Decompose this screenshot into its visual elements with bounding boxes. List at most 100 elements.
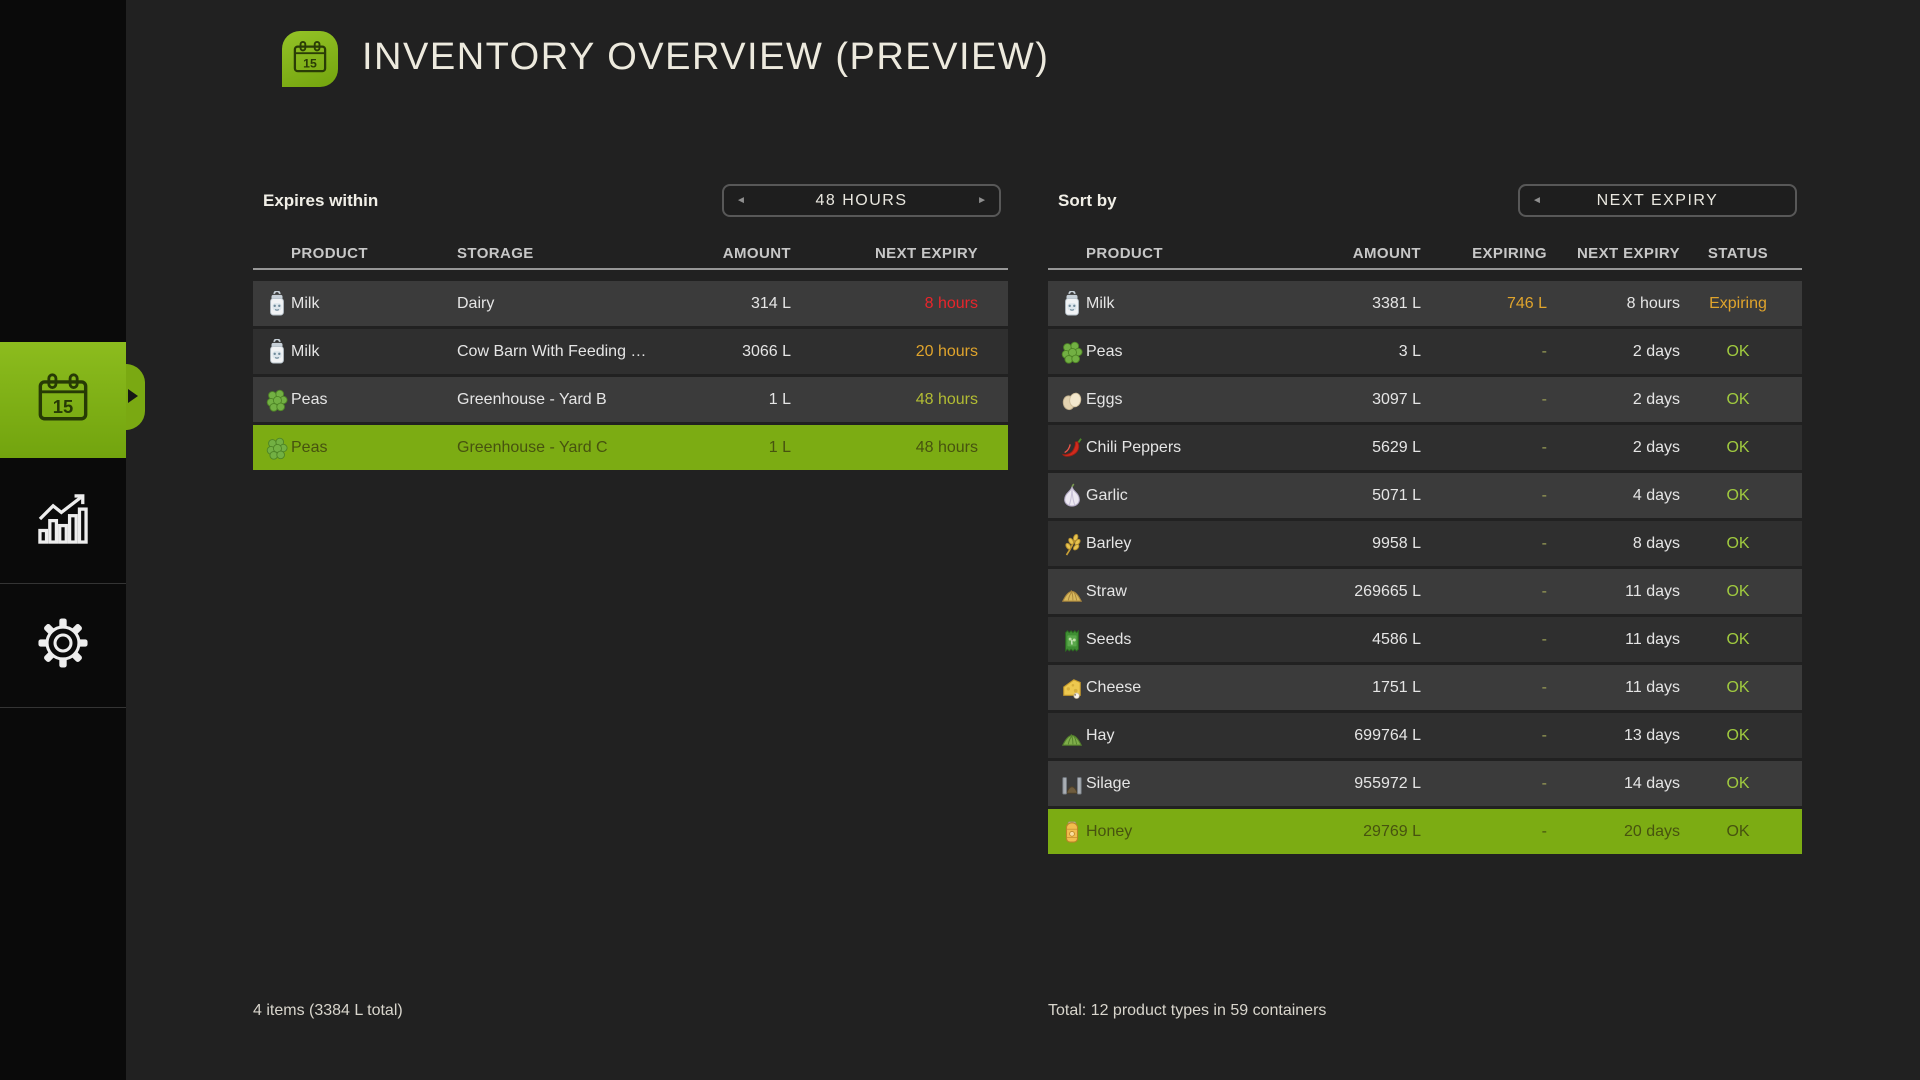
expiring-cell: -: [1541, 582, 1547, 600]
milk-icon: [263, 290, 291, 317]
storage-cell: Greenhouse - Yard C: [457, 438, 608, 456]
table-row[interactable]: Peas Greenhouse - Yard C 1 L 48 hours: [253, 425, 1008, 470]
eggs-icon: [1058, 387, 1086, 413]
product-cell: Peas: [291, 390, 328, 408]
status-badge: OK: [1726, 726, 1750, 744]
table-body: Milk Dairy 314 L 8 hours Milk Cow Barn With F…: [253, 281, 1008, 470]
next-expiry-cell: 8 hours: [924, 294, 978, 312]
product-cell: Peas: [291, 438, 328, 456]
status-badge: OK: [1726, 438, 1750, 456]
expiring-cell: -: [1541, 342, 1547, 360]
peas-icon: [1058, 339, 1086, 365]
honey-icon: [1058, 819, 1086, 845]
storage-cell: Dairy: [457, 294, 495, 312]
bar-chart-icon: [35, 491, 91, 552]
next-expiry-cell: 11 days: [1625, 630, 1680, 648]
amount-cell: 3 L: [1398, 342, 1421, 360]
expiring-cell: -: [1541, 726, 1547, 744]
table-row[interactable]: Barley 9958 L - 8 days OK: [1048, 521, 1802, 566]
table-row[interactable]: Garlic 5071 L - 4 days OK: [1048, 473, 1802, 518]
amount-cell: 29769 L: [1363, 822, 1421, 840]
table-row[interactable]: Seeds 4586 L - 11 days OK: [1048, 617, 1802, 662]
left-table-summary: 4 items (3384 L total): [253, 1002, 403, 1019]
expiring-cell: -: [1541, 390, 1547, 408]
expiring-cell: -: [1541, 534, 1547, 552]
calendar-15-icon: 15: [292, 40, 328, 79]
amount-cell: 699764 L: [1354, 726, 1421, 744]
next-expiry-cell: 20 hours: [915, 342, 978, 360]
expiring-cell: -: [1541, 678, 1547, 696]
prev-arrow-button[interactable]: ◄: [736, 195, 746, 206]
active-tab-arrow-icon: [128, 389, 138, 403]
sort-by-selector[interactable]: ◄ NEXT EXPIRY: [1518, 184, 1797, 217]
column-header: AMOUNT: [1352, 244, 1421, 262]
expiring-cell: 746 L: [1506, 294, 1547, 312]
table-row[interactable]: Eggs 3097 L - 2 days OK: [1048, 377, 1802, 422]
header-divider: [1048, 268, 1802, 270]
right-table-summary: Total: 12 product types in 59 containers: [1048, 1002, 1327, 1019]
column-header: NEXT EXPIRY: [874, 244, 978, 262]
expiring-cell: -: [1541, 486, 1547, 504]
expiring-cell: -: [1541, 438, 1547, 456]
next-expiry-cell: 2 days: [1632, 342, 1680, 360]
status-badge: OK: [1726, 678, 1750, 696]
column-header: NEXT EXPIRY: [1576, 244, 1680, 262]
table-row[interactable]: Milk Cow Barn With Feeding Ro... 3066 L 20 …: [253, 329, 1008, 374]
header-divider: [253, 268, 1008, 270]
next-expiry-cell: 8 hours: [1626, 294, 1680, 312]
chili-icon: [1058, 435, 1086, 461]
amount-cell: 1 L: [768, 390, 791, 408]
amount-cell: 3381 L: [1372, 294, 1421, 312]
status-badge: OK: [1726, 822, 1750, 840]
table-row[interactable]: Silage 955972 L - 14 days OK: [1048, 761, 1802, 806]
table-row[interactable]: Chili Peppers 5629 L - 2 days OK: [1048, 425, 1802, 470]
column-header: AMOUNT: [722, 244, 791, 262]
expiring-cell: -: [1541, 774, 1547, 792]
table-row[interactable]: Peas 3 L - 2 days OK: [1048, 329, 1802, 374]
page-title: INVENTORY OVERVIEW (PREVIEW): [362, 36, 1050, 78]
svg-text:15: 15: [53, 396, 73, 417]
status-badge: OK: [1726, 774, 1750, 792]
product-cell: Eggs: [1086, 390, 1123, 408]
table-row[interactable]: Straw 269665 L - 11 days OK: [1048, 569, 1802, 614]
next-expiry-cell: 48 hours: [915, 438, 978, 456]
cheese-icon: [1058, 675, 1086, 701]
column-header: PRODUCT: [1086, 244, 1163, 262]
table-row[interactable]: Milk Dairy 314 L 8 hours: [253, 281, 1008, 326]
straw-icon: [1058, 579, 1086, 605]
storage-cell: Cow Barn With Feeding Ro...: [457, 342, 657, 360]
amount-cell: 269665 L: [1354, 582, 1421, 600]
prev-arrow-button[interactable]: ◄: [1532, 195, 1542, 206]
next-expiry-cell: 4 days: [1632, 486, 1680, 504]
sidebar-item-settings[interactable]: [0, 583, 126, 707]
product-cell: Barley: [1086, 534, 1132, 552]
peas-icon: [263, 435, 291, 461]
calendar-15-icon: 15: [36, 372, 90, 428]
amount-cell: 5071 L: [1372, 486, 1421, 504]
next-arrow-button[interactable]: ►: [977, 195, 987, 206]
amount-cell: 3097 L: [1372, 390, 1421, 408]
table-row[interactable]: Cheese 1751 L - 11 days OK: [1048, 665, 1802, 710]
table-row[interactable]: Honey 29769 L - 20 days OK: [1048, 809, 1802, 854]
expiring-cell: -: [1541, 822, 1547, 840]
next-expiry-cell: 2 days: [1632, 438, 1680, 456]
column-header: EXPIRING: [1472, 244, 1547, 262]
seeds-icon: [1058, 627, 1086, 653]
product-cell: Silage: [1086, 774, 1131, 792]
expires-within-label: Expires within: [263, 191, 379, 210]
garlic-icon: [1058, 483, 1086, 509]
amount-cell: 5629 L: [1372, 438, 1421, 456]
amount-cell: 1 L: [768, 438, 791, 456]
table-header: PRODUCT AMOUNT EXPIRING NEXT EXPIRY STATUS: [1048, 243, 1802, 263]
product-cell: Chili Peppers: [1086, 438, 1182, 456]
table-row[interactable]: Peas Greenhouse - Yard B 1 L 48 hours: [253, 377, 1008, 422]
table-row[interactable]: Milk 3381 L 746 L 8 hours Expiring: [1048, 281, 1802, 326]
table-row[interactable]: Hay 699764 L - 13 days OK: [1048, 713, 1802, 758]
sidebar-item-statistics[interactable]: [0, 459, 126, 583]
product-cell: Cheese: [1086, 678, 1142, 696]
expires-within-selector[interactable]: ◄ 48 HOURS ►: [722, 184, 1001, 217]
next-expiry-cell: 11 days: [1625, 678, 1680, 696]
sidebar-item-inventory-overview[interactable]: 15: [0, 342, 126, 458]
sidebar-divider: [0, 707, 126, 708]
column-header: STATUS: [1707, 244, 1769, 262]
